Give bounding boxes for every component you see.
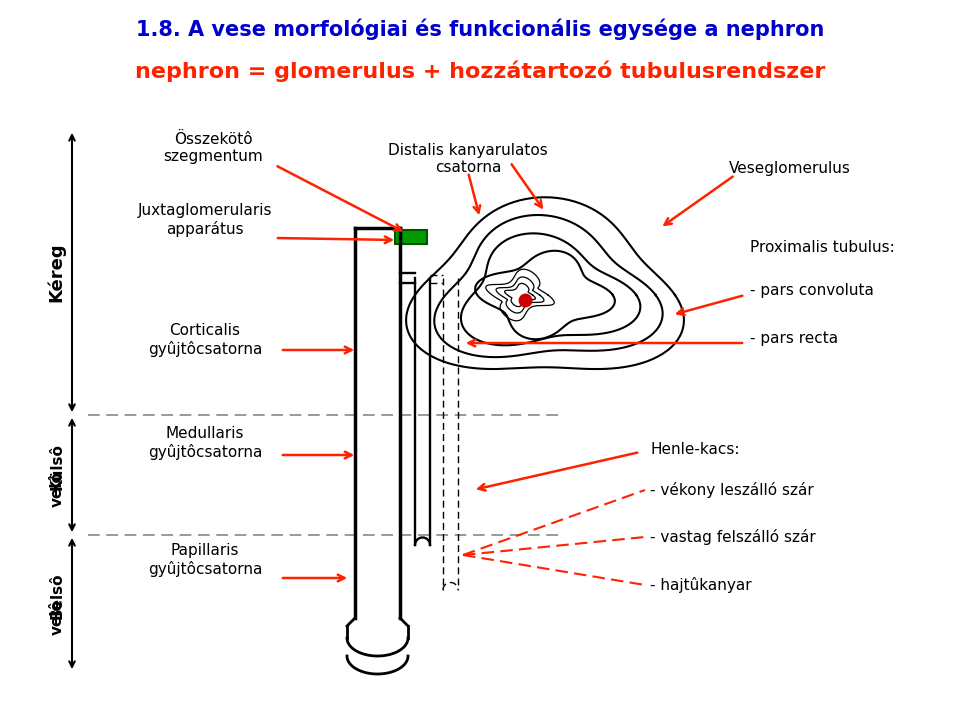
Text: Belsô: Belsô [50, 572, 64, 619]
Text: nephron = glomerulus + hozzátartozó tubulusrendszer: nephron = glomerulus + hozzátartozó tubu… [134, 60, 826, 81]
Text: Összekötô
szegmentum: Összekötô szegmentum [163, 132, 263, 164]
Text: Medullaris
gyûjtôcsatorna: Medullaris gyûjtôcsatorna [148, 426, 262, 460]
Text: - vastag felszálló szár: - vastag felszálló szár [650, 529, 816, 545]
Text: velô: velô [50, 600, 64, 635]
Text: - hajtûkanyar: - hajtûkanyar [650, 577, 752, 593]
Text: 1.8. A vese morfológiai és funkcionális egysége a nephron: 1.8. A vese morfológiai és funkcionális … [135, 18, 825, 39]
Text: Juxtaglomerularis
apparátus: Juxtaglomerularis apparátus [137, 203, 273, 237]
Text: Proximalis tubulus:: Proximalis tubulus: [750, 241, 895, 256]
Bar [395, 230, 427, 244]
Text: - pars convoluta: - pars convoluta [750, 283, 874, 298]
Text: Külsô: Külsô [50, 444, 64, 491]
Text: Corticalis
gyûjtôcsatorna: Corticalis gyûjtôcsatorna [148, 323, 262, 357]
Text: - pars recta: - pars recta [750, 330, 838, 345]
Text: - vékony leszálló szár: - vékony leszálló szár [650, 482, 814, 498]
Text: Henle-kacs:: Henle-kacs: [650, 442, 739, 458]
Text: Veseglomerulus: Veseglomerulus [729, 160, 851, 175]
Text: Kéreg: Kéreg [47, 243, 65, 303]
Text: velô: velô [50, 471, 64, 507]
Text: Distalis kanyarulatos
csatorna: Distalis kanyarulatos csatorna [388, 143, 548, 175]
Text: Papillaris
gyûjtôcsatorna: Papillaris gyûjtôcsatorna [148, 543, 262, 577]
